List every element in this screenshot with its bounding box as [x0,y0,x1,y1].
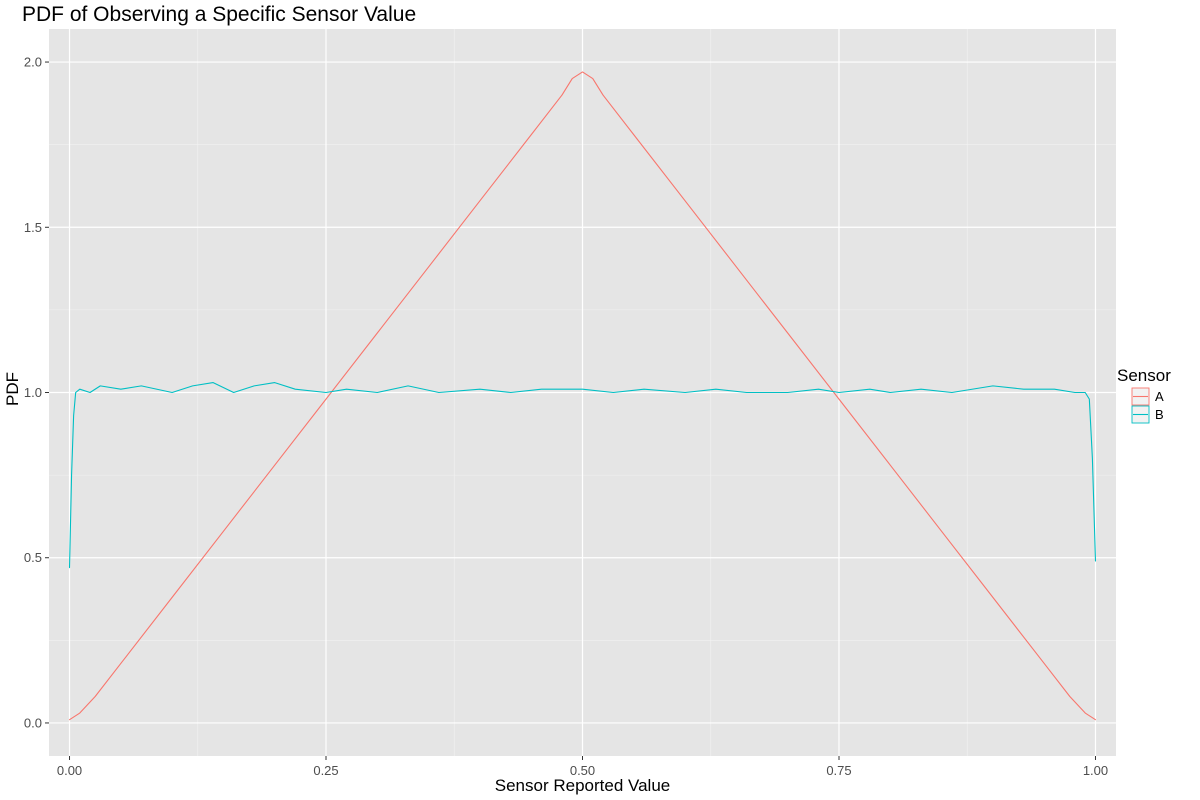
chart-title: PDF of Observing a Specific Sensor Value [22,3,416,26]
x-tick-label: 1.00 [1083,763,1108,778]
y-tick-label: 0.5 [24,550,42,565]
y-tick-label: 2.0 [24,55,42,70]
legend-title: Sensor [1117,366,1171,385]
legend-label-b: B [1155,407,1164,422]
series-line-b [68,382,1097,569]
x-tick-label: 0.25 [313,763,338,778]
legend-label-a: A [1155,389,1164,404]
y-tick-label: 1.5 [24,220,42,235]
x-tick-label: 0.50 [570,763,595,778]
series-layer [68,71,1097,721]
y-axis-ticks: 0.0 0.5 1.0 1.5 2.0 [24,55,49,730]
legend: Sensor AB [1117,366,1171,424]
x-axis-title: Sensor Reported Value [495,776,670,795]
y-tick-label: 0.0 [24,715,42,730]
x-tick-label: 0.00 [57,763,82,778]
y-tick-label: 1.0 [24,385,42,400]
x-axis-ticks: 0.00 0.25 0.50 0.75 1.00 [57,756,1108,778]
x-tick-label: 0.75 [826,763,851,778]
series-line-a [68,71,1097,721]
y-axis-title: PDF [3,372,22,406]
